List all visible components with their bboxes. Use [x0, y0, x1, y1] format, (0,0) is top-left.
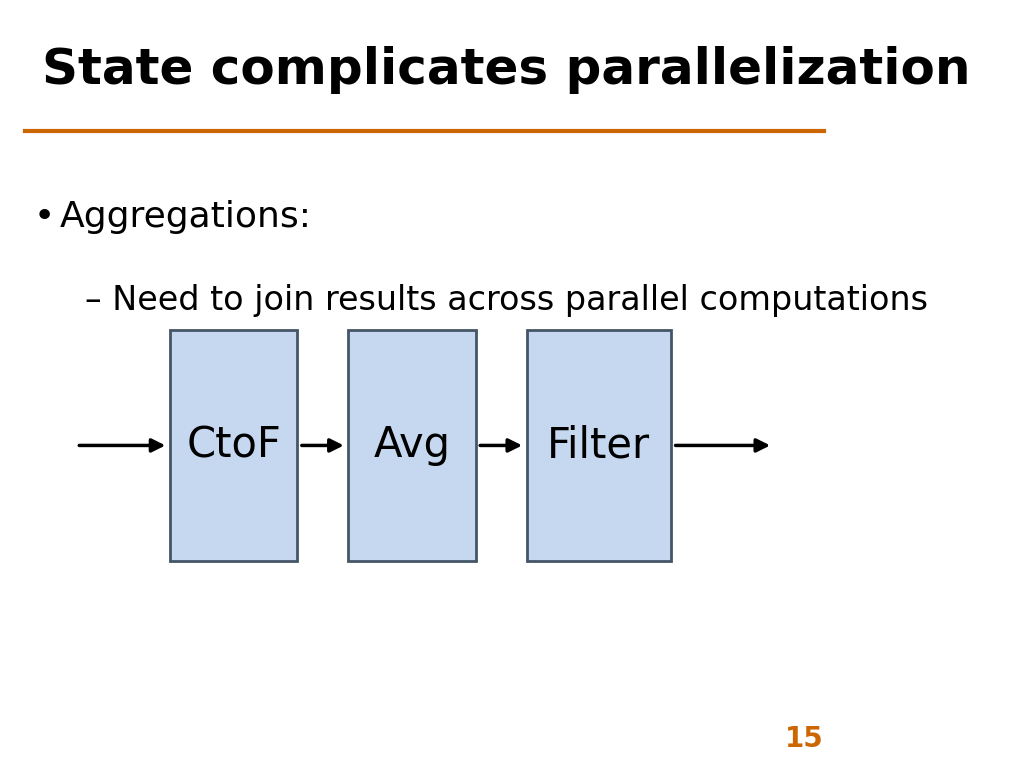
- Text: – Need to join results across parallel computations: – Need to join results across parallel c…: [85, 284, 928, 317]
- FancyBboxPatch shape: [170, 330, 297, 561]
- Text: Avg: Avg: [374, 425, 451, 466]
- Text: CtoF: CtoF: [186, 425, 281, 466]
- Text: Aggregations:: Aggregations:: [59, 200, 311, 233]
- Text: •: •: [34, 200, 55, 233]
- Text: 15: 15: [785, 725, 824, 753]
- Text: State complicates parallelization: State complicates parallelization: [42, 46, 971, 94]
- Text: Filter: Filter: [547, 425, 650, 466]
- FancyBboxPatch shape: [526, 330, 671, 561]
- FancyBboxPatch shape: [348, 330, 476, 561]
